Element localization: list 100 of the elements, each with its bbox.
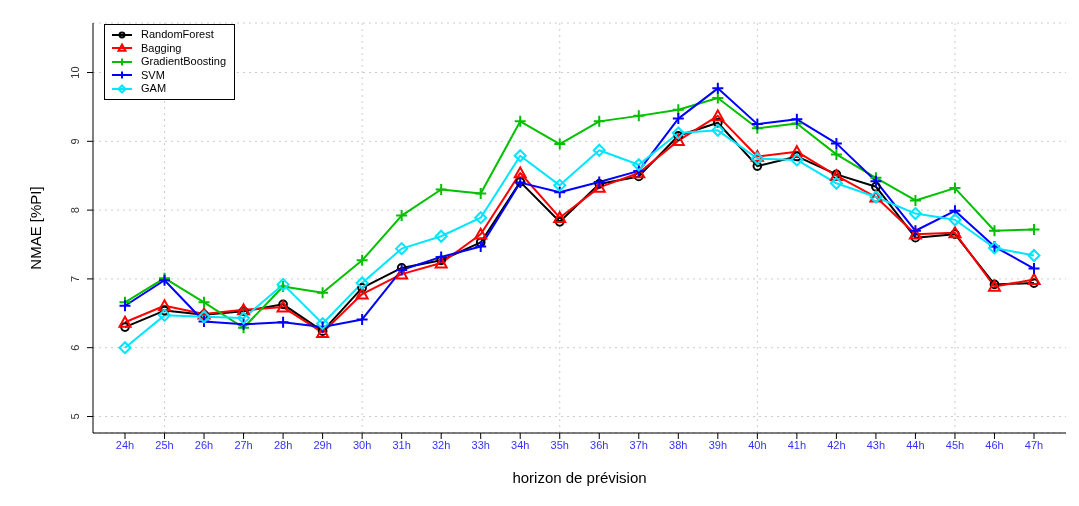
point [829, 147, 843, 161]
point [1027, 222, 1041, 236]
point [790, 145, 804, 158]
point [553, 137, 567, 151]
point [118, 315, 132, 328]
y-axis-title: NMAE [%PI] [27, 186, 45, 270]
legend-label: SVM [141, 68, 165, 82]
point [987, 224, 1001, 238]
x-tick-label: 46h [985, 438, 1004, 451]
point [395, 209, 409, 223]
point [671, 134, 685, 147]
point [475, 237, 486, 248]
point [752, 161, 763, 171]
point [118, 299, 132, 313]
x-tick-label: 39h [708, 438, 728, 451]
point [790, 112, 804, 126]
point [712, 117, 723, 128]
point [1027, 262, 1041, 276]
y-tick-label: 10 [69, 66, 81, 79]
x-tick-label: 37h [629, 438, 648, 451]
point [948, 213, 962, 227]
point [316, 286, 330, 300]
point [592, 175, 606, 189]
x-tick-label: 43h [866, 438, 886, 451]
point [592, 114, 606, 128]
point [474, 240, 488, 254]
point [553, 185, 567, 199]
y-tick-label: 5 [69, 413, 81, 420]
point [592, 143, 606, 157]
x-tick-label: 34h [511, 438, 530, 451]
point [434, 250, 448, 264]
legend-label: GAM [141, 82, 167, 96]
point [711, 81, 725, 95]
x-tick-label: 30h [352, 438, 372, 451]
x-tick-label: 24h [115, 438, 135, 451]
x-tick-label: 42h [827, 438, 846, 451]
point [750, 149, 764, 162]
point [632, 158, 646, 172]
x-tick-label: 27h [234, 438, 253, 451]
point [513, 149, 527, 163]
point [237, 317, 251, 331]
point [355, 253, 369, 267]
x-tick-label: 47h [1024, 438, 1044, 451]
point [513, 114, 527, 128]
point [158, 299, 172, 312]
point [910, 232, 921, 243]
x-axis-title: horizon de prévision [512, 469, 647, 486]
point [554, 216, 565, 227]
point [829, 176, 843, 190]
legend-label: RandomForest [141, 28, 214, 42]
point [197, 310, 211, 324]
x-tick-label: 25h [155, 438, 174, 451]
point [120, 322, 130, 332]
point [355, 312, 369, 326]
x-tick-label: 45h [945, 438, 965, 451]
x-tick-label: 26h [194, 438, 214, 451]
y-tick-label: 8 [69, 207, 81, 214]
point [1027, 249, 1041, 263]
point [750, 117, 764, 131]
point [908, 193, 922, 207]
point [673, 130, 684, 141]
point [553, 211, 567, 224]
point [908, 207, 922, 221]
point [395, 242, 409, 256]
point [396, 263, 407, 273]
point [632, 109, 646, 123]
point [474, 227, 488, 240]
y-tick-label: 9 [69, 138, 81, 145]
point [671, 112, 685, 126]
x-tick-label: 41h [787, 438, 807, 451]
point [1027, 273, 1041, 285]
point [553, 178, 567, 192]
point [711, 109, 725, 122]
point [790, 153, 804, 167]
y-tick-label: 6 [69, 344, 81, 351]
y-tick-label: 7 [69, 275, 81, 282]
point [513, 166, 527, 179]
point [592, 180, 606, 193]
point [355, 276, 369, 290]
point [633, 171, 644, 182]
point [594, 179, 605, 189]
x-tick-label: 28h [273, 438, 293, 451]
point [118, 341, 132, 355]
legend-label: GradientBoosting [141, 55, 226, 69]
point [159, 305, 170, 316]
legend-label: Bagging [141, 41, 182, 55]
point [197, 315, 211, 329]
point [711, 91, 725, 105]
x-tick-label: 29h [313, 438, 332, 451]
point [671, 126, 685, 140]
x-tick-label: 40h [748, 438, 767, 451]
point [750, 152, 764, 166]
point [355, 287, 369, 300]
x-tick-label: 33h [471, 438, 490, 451]
x-tick-label: 38h [669, 438, 688, 451]
point [948, 181, 962, 195]
x-tick-label: 31h [392, 438, 411, 451]
point [158, 308, 172, 322]
point [474, 187, 488, 201]
point [197, 295, 211, 309]
